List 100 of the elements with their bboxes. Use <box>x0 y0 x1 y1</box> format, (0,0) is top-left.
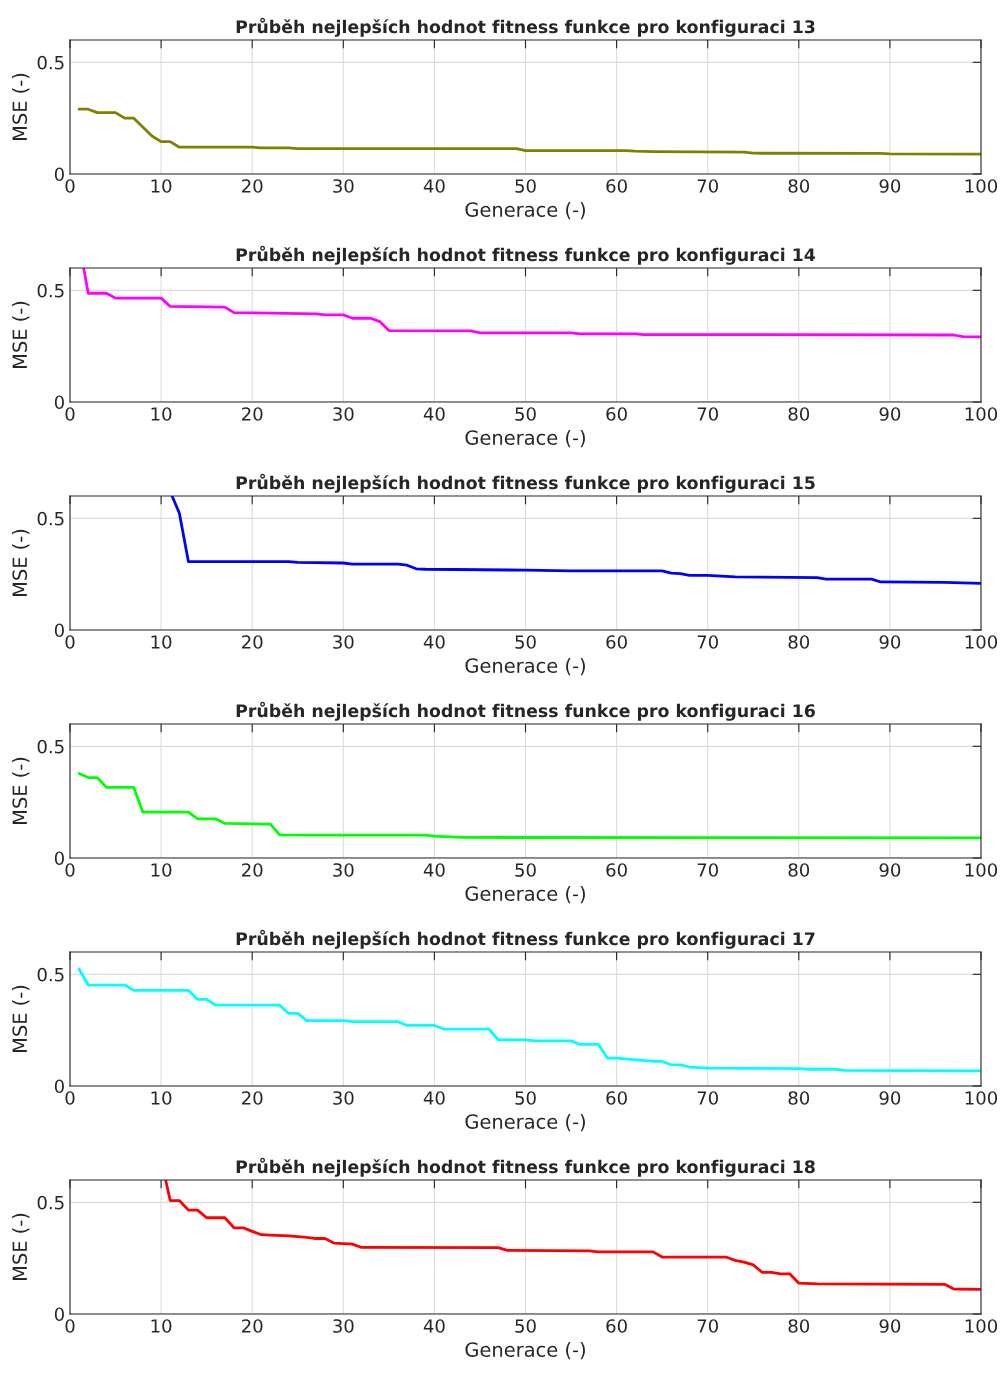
x-tick-label: 90 <box>879 1091 901 1105</box>
x-tick-label: 70 <box>697 1091 718 1105</box>
y-tick-label: 0 <box>54 1079 64 1094</box>
x-tick-label: 80 <box>788 1091 810 1105</box>
x-tick-label: 100 <box>965 1319 998 1333</box>
x-tick-label: 10 <box>151 863 172 877</box>
x-axis-title: Generace (-) <box>465 1113 585 1132</box>
x-tick-label: 60 <box>606 1091 627 1105</box>
x-tick-label: 90 <box>879 863 901 877</box>
x-tick-label: 20 <box>242 863 263 877</box>
line-series <box>164 1180 981 1291</box>
x-tick-label: 70 <box>697 1319 718 1333</box>
y-tick-label: 0 <box>54 395 64 410</box>
x-tick-label: 40 <box>423 635 445 649</box>
line-series <box>77 107 981 156</box>
line-series <box>77 772 981 840</box>
y-tick-label: 0.5 <box>37 283 64 298</box>
y-axis-title: MSE (-) <box>12 1213 30 1280</box>
x-tick-label: 60 <box>606 1319 627 1333</box>
line-series <box>82 268 981 339</box>
x-tick-label: 0 <box>65 407 75 421</box>
x-tick-label: 0 <box>65 179 75 193</box>
x-tick-label: 0 <box>65 863 75 877</box>
y-tick-label: 0 <box>54 167 64 182</box>
y-tick-label: 0.5 <box>37 1195 64 1210</box>
x-tick-label: 100 <box>965 407 998 421</box>
x-tick-label: 50 <box>515 1091 536 1105</box>
x-tick-label: 80 <box>788 635 810 649</box>
x-tick-label: 40 <box>423 407 445 421</box>
x-tick-label: 100 <box>965 179 998 193</box>
x-tick-label: 50 <box>515 635 536 649</box>
x-tick-label: 80 <box>788 863 810 877</box>
x-tick-label: 20 <box>242 1091 263 1105</box>
x-axis-title: Generace (-) <box>465 1341 585 1360</box>
y-axis-title: MSE (-) <box>12 301 30 368</box>
x-tick-label: 60 <box>606 635 627 649</box>
x-tick-label: 70 <box>697 407 718 421</box>
x-tick-label: 20 <box>242 1319 263 1333</box>
x-tick-label: 10 <box>151 1319 172 1333</box>
x-tick-label: 0 <box>65 1091 75 1105</box>
x-axis-title: Generace (-) <box>465 657 585 676</box>
x-tick-label: 30 <box>333 863 354 877</box>
x-tick-label: 10 <box>151 407 172 421</box>
line-series <box>170 496 981 585</box>
x-tick-label: 40 <box>423 1091 445 1105</box>
x-tick-label: 10 <box>151 635 172 649</box>
x-tick-label: 30 <box>333 1319 354 1333</box>
x-tick-label: 40 <box>423 1319 445 1333</box>
x-tick-label: 80 <box>788 407 810 421</box>
line-series <box>77 967 981 1073</box>
x-tick-label: 100 <box>965 1091 998 1105</box>
x-tick-label: 100 <box>965 635 998 649</box>
chart-title: Průběh nejlepších hodnot fitness funkce pro konfiguraci 15 <box>236 473 815 493</box>
x-tick-label: 10 <box>151 1091 172 1105</box>
y-axis-title: MSE (-) <box>12 985 30 1052</box>
x-tick-label: 20 <box>242 407 263 421</box>
x-tick-label: 50 <box>515 1319 536 1333</box>
x-tick-label: 50 <box>515 407 536 421</box>
x-tick-label: 60 <box>606 863 627 877</box>
x-axis-title: Generace (-) <box>465 429 585 448</box>
x-tick-label: 30 <box>333 635 354 649</box>
y-tick-label: 0.5 <box>37 511 64 526</box>
x-tick-label: 80 <box>788 179 810 193</box>
x-tick-label: 50 <box>515 179 536 193</box>
chart-title: Průběh nejlepších hodnot fitness funkce pro konfiguraci 16 <box>236 701 815 721</box>
x-tick-label: 70 <box>697 863 718 877</box>
y-axis-title: MSE (-) <box>12 73 30 140</box>
chart-title: Průběh nejlepších hodnot fitness funkce pro konfiguraci 18 <box>236 1157 815 1177</box>
x-tick-label: 30 <box>333 1091 354 1105</box>
y-tick-label: 0.5 <box>37 967 64 982</box>
chart-title: Průběh nejlepších hodnot fitness funkce pro konfiguraci 13 <box>236 17 815 37</box>
x-tick-label: 0 <box>65 635 75 649</box>
x-tick-label: 20 <box>242 179 263 193</box>
y-tick-label: 0.5 <box>37 55 64 70</box>
x-tick-label: 40 <box>423 863 445 877</box>
y-tick-label: 0 <box>54 851 64 866</box>
chart-title: Průběh nejlepších hodnot fitness funkce pro konfiguraci 17 <box>236 929 815 949</box>
x-tick-label: 60 <box>606 407 627 421</box>
x-axis-title: Generace (-) <box>465 885 585 904</box>
x-tick-label: 90 <box>879 1319 901 1333</box>
x-tick-label: 30 <box>333 407 354 421</box>
x-tick-label: 0 <box>65 1319 75 1333</box>
x-tick-label: 80 <box>788 1319 810 1333</box>
x-axis-title: Generace (-) <box>465 201 585 220</box>
x-tick-label: 90 <box>879 179 901 193</box>
x-tick-label: 60 <box>606 179 627 193</box>
y-axis-title: MSE (-) <box>12 757 30 824</box>
y-tick-label: 0.5 <box>37 739 64 754</box>
x-tick-label: 90 <box>879 635 901 649</box>
x-tick-label: 10 <box>151 179 172 193</box>
y-tick-label: 0 <box>54 623 64 638</box>
x-tick-label: 70 <box>697 179 718 193</box>
x-tick-label: 90 <box>879 407 901 421</box>
chart-title: Průběh nejlepších hodnot fitness funkce pro konfiguraci 14 <box>236 245 816 265</box>
y-tick-label: 0 <box>54 1307 64 1322</box>
y-axis-title: MSE (-) <box>12 529 30 596</box>
x-tick-label: 70 <box>697 635 718 649</box>
x-tick-label: 20 <box>242 635 263 649</box>
x-tick-label: 100 <box>965 863 998 877</box>
x-tick-label: 30 <box>333 179 354 193</box>
